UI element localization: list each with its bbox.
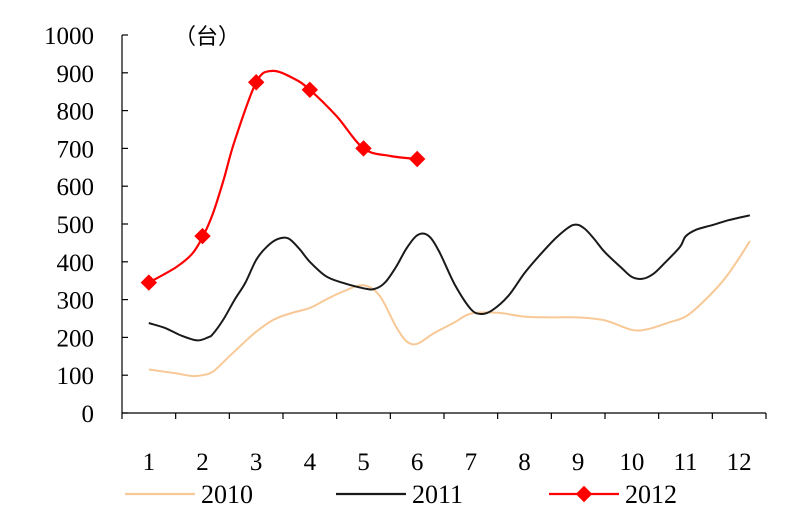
series-line-2010	[148, 240, 751, 378]
legend-label-2011: 2011	[412, 480, 463, 509]
legend-label-2012: 2012	[625, 480, 677, 509]
y-tick-label: 800	[57, 99, 95, 126]
y-tick-label: 300	[57, 288, 95, 315]
data-point-2012	[194, 227, 211, 245]
y-tick-label: 900	[57, 61, 95, 88]
y-tick-label: 600	[57, 174, 95, 201]
x-tick-label: 10	[619, 449, 644, 476]
x-tick-label: 7	[465, 449, 478, 476]
x-tick-label: 6	[411, 449, 424, 476]
data-point-2012	[408, 150, 426, 168]
x-tick-label: 11	[673, 449, 697, 476]
x-tick-label: 3	[250, 449, 263, 476]
x-tick-label: 5	[357, 449, 370, 476]
legend: 2010 2011 2012	[125, 480, 677, 509]
y-tick-label: 200	[57, 325, 95, 352]
x-tick-label: 9	[572, 449, 585, 476]
y-tick-label: 500	[57, 212, 95, 239]
series-line-2012	[148, 69, 418, 284]
x-tick-label: 8	[518, 449, 531, 476]
y-tick-label: 400	[57, 250, 95, 277]
data-point-2012	[301, 81, 319, 99]
x-tick-label: 2	[196, 449, 209, 476]
data-point-2012	[247, 74, 265, 91]
data-point-2012	[355, 140, 372, 157]
y-tick-label: 100	[57, 363, 95, 390]
legend-marker-2012	[575, 485, 593, 503]
y-tick-label: 700	[57, 136, 95, 163]
x-tick-label: 1	[143, 449, 156, 476]
data-point-2012	[140, 274, 158, 291]
unit-label: （台）	[174, 25, 240, 50]
series-layer	[140, 69, 751, 378]
x-tick-label: 12	[727, 449, 752, 476]
y-tick-label: 1000	[44, 23, 94, 50]
y-tick-label: 0	[82, 401, 95, 428]
series-line-2011	[148, 214, 751, 342]
legend-label-2010: 2010	[201, 480, 253, 509]
x-tick-label: 4	[304, 449, 317, 476]
